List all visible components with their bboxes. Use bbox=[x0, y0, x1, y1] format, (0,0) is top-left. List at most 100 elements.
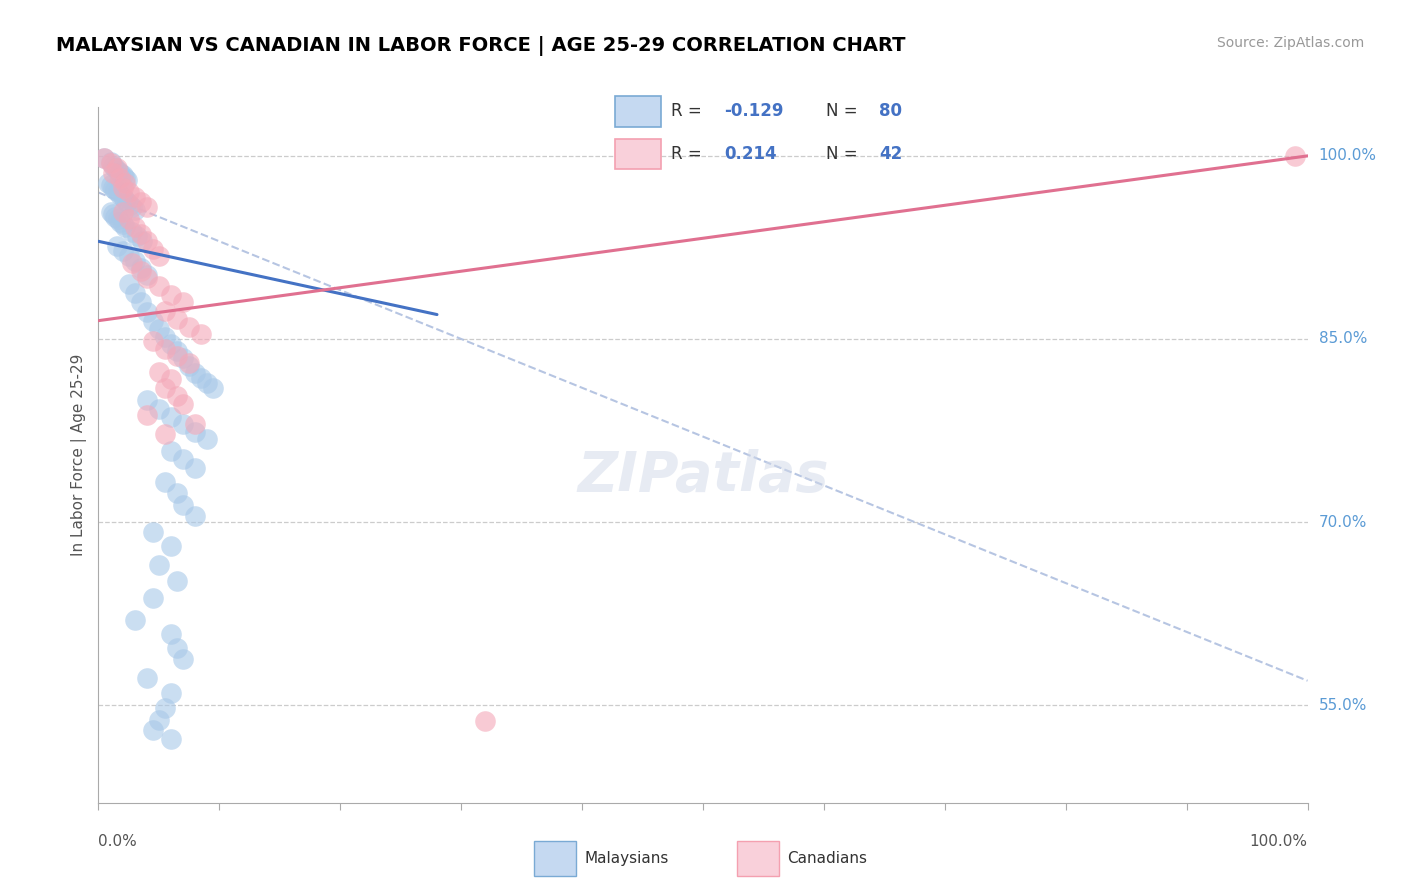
Point bbox=[118, 186, 141, 200]
Point bbox=[121, 200, 143, 214]
Point bbox=[135, 200, 157, 214]
Point bbox=[108, 215, 131, 229]
FancyBboxPatch shape bbox=[616, 139, 661, 169]
Text: 70.0%: 70.0% bbox=[1319, 515, 1367, 530]
Text: 42: 42 bbox=[879, 145, 903, 163]
Point bbox=[105, 161, 128, 175]
Point bbox=[129, 295, 152, 310]
Point bbox=[148, 322, 170, 336]
Text: -0.129: -0.129 bbox=[724, 103, 783, 120]
Point bbox=[160, 372, 183, 386]
Point bbox=[111, 169, 134, 183]
Point bbox=[118, 249, 141, 263]
Point bbox=[153, 475, 176, 489]
Point bbox=[474, 714, 496, 728]
FancyBboxPatch shape bbox=[534, 841, 576, 876]
Point bbox=[124, 285, 146, 300]
Point bbox=[172, 498, 194, 512]
FancyBboxPatch shape bbox=[616, 96, 661, 127]
Point bbox=[172, 397, 194, 411]
Point bbox=[121, 256, 143, 270]
Point bbox=[172, 451, 194, 466]
Point bbox=[127, 229, 149, 244]
Point bbox=[153, 342, 176, 356]
Point bbox=[129, 263, 152, 277]
Point bbox=[114, 170, 136, 185]
Point bbox=[111, 205, 134, 219]
Point bbox=[135, 305, 157, 319]
Point bbox=[160, 686, 183, 700]
Text: 80: 80 bbox=[879, 103, 901, 120]
Point bbox=[101, 159, 124, 173]
Point bbox=[160, 336, 183, 351]
Point bbox=[114, 176, 136, 190]
Point bbox=[142, 242, 165, 256]
Point bbox=[184, 425, 207, 439]
Point bbox=[129, 261, 152, 276]
Point bbox=[160, 732, 183, 747]
Point bbox=[184, 508, 207, 523]
Point bbox=[148, 365, 170, 379]
Text: 100.0%: 100.0% bbox=[1250, 834, 1308, 849]
Point bbox=[172, 295, 194, 310]
Point bbox=[153, 700, 176, 714]
Point bbox=[177, 319, 201, 334]
Point bbox=[166, 574, 188, 588]
Point bbox=[190, 371, 212, 385]
Point bbox=[160, 627, 183, 641]
Text: ZIPatlas: ZIPatlas bbox=[578, 449, 828, 503]
Point bbox=[160, 444, 183, 458]
Point bbox=[148, 249, 170, 263]
Point bbox=[111, 217, 134, 231]
Point bbox=[108, 188, 131, 202]
Point bbox=[118, 212, 141, 227]
Text: 0.0%: 0.0% bbox=[98, 834, 138, 849]
Point bbox=[104, 210, 127, 224]
Text: Malaysians: Malaysians bbox=[585, 851, 669, 866]
Y-axis label: In Labor Force | Age 25-29: In Labor Force | Age 25-29 bbox=[72, 354, 87, 556]
Point bbox=[135, 268, 157, 283]
Point bbox=[101, 166, 124, 180]
Point bbox=[100, 156, 122, 170]
Point bbox=[124, 613, 146, 627]
Text: 100.0%: 100.0% bbox=[1319, 148, 1376, 163]
Point bbox=[124, 253, 146, 268]
Point bbox=[190, 327, 212, 342]
Point bbox=[172, 417, 194, 432]
Point bbox=[184, 417, 207, 432]
Point bbox=[160, 410, 183, 425]
Point bbox=[160, 540, 183, 554]
Point bbox=[166, 349, 188, 363]
Text: 85.0%: 85.0% bbox=[1319, 332, 1367, 346]
Point bbox=[135, 392, 157, 407]
Point bbox=[97, 176, 120, 190]
Point bbox=[195, 432, 218, 446]
Point bbox=[105, 239, 128, 253]
Point bbox=[135, 671, 157, 685]
Point bbox=[166, 640, 188, 655]
Point bbox=[108, 170, 131, 185]
Point bbox=[117, 173, 139, 187]
Point bbox=[202, 381, 225, 395]
Text: N =: N = bbox=[827, 103, 863, 120]
Point bbox=[129, 227, 152, 241]
Text: MALAYSIAN VS CANADIAN IN LABOR FORCE | AGE 25-29 CORRELATION CHART: MALAYSIAN VS CANADIAN IN LABOR FORCE | A… bbox=[56, 36, 905, 55]
Point bbox=[100, 155, 122, 169]
Text: Source: ZipAtlas.com: Source: ZipAtlas.com bbox=[1216, 36, 1364, 50]
Point bbox=[114, 219, 136, 234]
Point bbox=[184, 461, 207, 475]
Point bbox=[148, 558, 170, 572]
Point bbox=[117, 195, 139, 210]
Point bbox=[114, 193, 136, 207]
Point bbox=[142, 723, 165, 737]
Point bbox=[131, 235, 153, 249]
Point bbox=[166, 344, 188, 359]
Point bbox=[111, 180, 134, 194]
Point bbox=[107, 186, 129, 200]
Point bbox=[108, 166, 131, 180]
Point bbox=[118, 277, 141, 291]
Point bbox=[148, 713, 170, 727]
Point bbox=[101, 207, 124, 221]
Point bbox=[166, 389, 188, 403]
Point bbox=[104, 161, 127, 175]
